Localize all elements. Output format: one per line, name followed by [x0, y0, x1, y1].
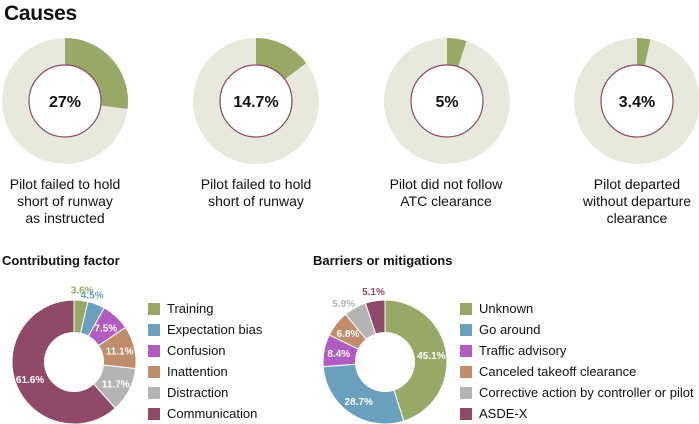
cause-label-line: Pilot departed	[593, 176, 681, 192]
legend-label: Canceled takeoff clearance	[479, 364, 637, 379]
ring-center	[219, 64, 293, 138]
cause-label-line: Pilot failed to hold	[200, 176, 312, 192]
legend-item: Corrective action by controller or pilot	[460, 382, 694, 403]
contributing-factor-donut: 3.6%4.5% 7.5% 11.1% 11.7% 61.6%	[11, 286, 137, 424]
cause-label-line: short of runway	[17, 193, 113, 209]
legend-swatch	[460, 323, 472, 336]
donut-value-label: 7.5%	[94, 323, 117, 334]
cause-label-line: without departure	[582, 193, 692, 209]
legend-swatch	[148, 386, 160, 399]
legend-label: Unknown	[479, 301, 534, 316]
legend-swatch	[148, 407, 160, 420]
cause-label-line: ATC clearance	[400, 193, 492, 209]
legend-label: ASDE-X	[479, 406, 528, 421]
donut-segment	[384, 299, 448, 422]
barriers-donut: 45.1% 28.7% 8.4% 6.8% 5.9% 5.1%	[322, 287, 448, 424]
cause-label-1: Pilot failed to hold short of runway as …	[0, 176, 140, 227]
cause-label-line: as instructed	[25, 210, 105, 226]
cause-label-2: Pilot failed to hold short of runway	[181, 176, 331, 210]
legend-swatch	[148, 344, 160, 357]
legend-item: Distraction	[148, 382, 262, 403]
contributing-factor-legend: Training Expectation bias Confusion Inat…	[148, 298, 262, 424]
donut-value-label: 6.8%	[337, 329, 360, 340]
legend-label: Confusion	[167, 343, 226, 358]
cause-label-line: clearance	[606, 210, 668, 226]
ring-center	[28, 64, 102, 138]
ring-value-label: 3.4%	[619, 94, 655, 111]
donut-value-label: 28.7%	[345, 397, 373, 408]
barriers-legend: Unknown Go around Traffic advisory Cance…	[460, 298, 694, 424]
cause-label-3: Pilot did not follow ATC clearance	[371, 176, 521, 210]
ring-center	[600, 64, 674, 138]
legend-label: Go around	[479, 322, 541, 337]
donut-value-label: 61.6%	[16, 375, 44, 386]
legend-swatch	[460, 302, 472, 315]
legend-label: Inattention	[167, 364, 228, 379]
donut-value-label: 45.1%	[417, 351, 445, 362]
page-title: Causes	[4, 2, 77, 25]
contributing-factor-title: Contributing factor	[2, 253, 120, 268]
donut-value-label: 11.7%	[102, 380, 130, 391]
legend-label: Corrective action by controller or pilot	[479, 385, 694, 400]
cause-label-4: Pilot departed without departure clearan…	[562, 176, 699, 227]
legend-item: Traffic advisory	[460, 340, 694, 361]
cause-label-line: Pilot did not follow	[389, 176, 503, 192]
donut-value-label: 11.1%	[106, 347, 134, 358]
cause-ring-chart-3: 5%	[384, 38, 510, 164]
barriers-title: Barriers or mitigations	[313, 253, 453, 268]
donut-value-label: 3.6%	[71, 286, 94, 297]
ring-value-label: 27%	[49, 94, 81, 111]
legend-item: Go around	[460, 319, 694, 340]
legend-item: ASDE-X	[460, 403, 694, 424]
legend-item: Inattention	[148, 361, 262, 382]
legend-label: Training	[167, 301, 214, 316]
cause-ring-chart-4: 3.4%	[574, 38, 699, 164]
legend-swatch	[148, 302, 160, 315]
cause-label-line: Pilot failed to hold	[9, 176, 121, 192]
cause-ring-chart-1: 27%	[2, 38, 128, 164]
legend-swatch	[148, 365, 160, 378]
ring-value-label: 5%	[435, 94, 458, 111]
legend-swatch	[460, 386, 472, 399]
legend-item: Canceled takeoff clearance	[460, 361, 694, 382]
legend-label: Expectation bias	[167, 322, 263, 337]
legend-label: Distraction	[167, 385, 229, 400]
legend-swatch	[460, 344, 472, 357]
legend-label: Traffic advisory	[479, 343, 567, 358]
legend-item: Training	[148, 298, 262, 319]
legend-swatch	[460, 407, 472, 420]
legend-item: Expectation bias	[148, 319, 262, 340]
cause-label-line: short of runway	[208, 193, 304, 209]
donut-value-label: 4.5%	[81, 290, 104, 301]
donut-value-label: 5.9%	[332, 299, 355, 310]
legend-item: Unknown	[460, 298, 694, 319]
legend-label: Communication	[167, 406, 258, 421]
donut-hole	[44, 332, 104, 392]
donut-hole	[355, 332, 415, 392]
legend-swatch	[460, 365, 472, 378]
ring-value-label: 14.7%	[233, 94, 278, 111]
donut-value-label: 5.1%	[362, 287, 385, 298]
legend-item: Confusion	[148, 340, 262, 361]
legend-item: Communication	[148, 403, 262, 424]
donut-value-label: 8.4%	[327, 349, 350, 360]
cause-ring-chart-2: 14.7%	[193, 38, 319, 164]
ring-center	[410, 64, 484, 138]
legend-swatch	[148, 323, 160, 336]
